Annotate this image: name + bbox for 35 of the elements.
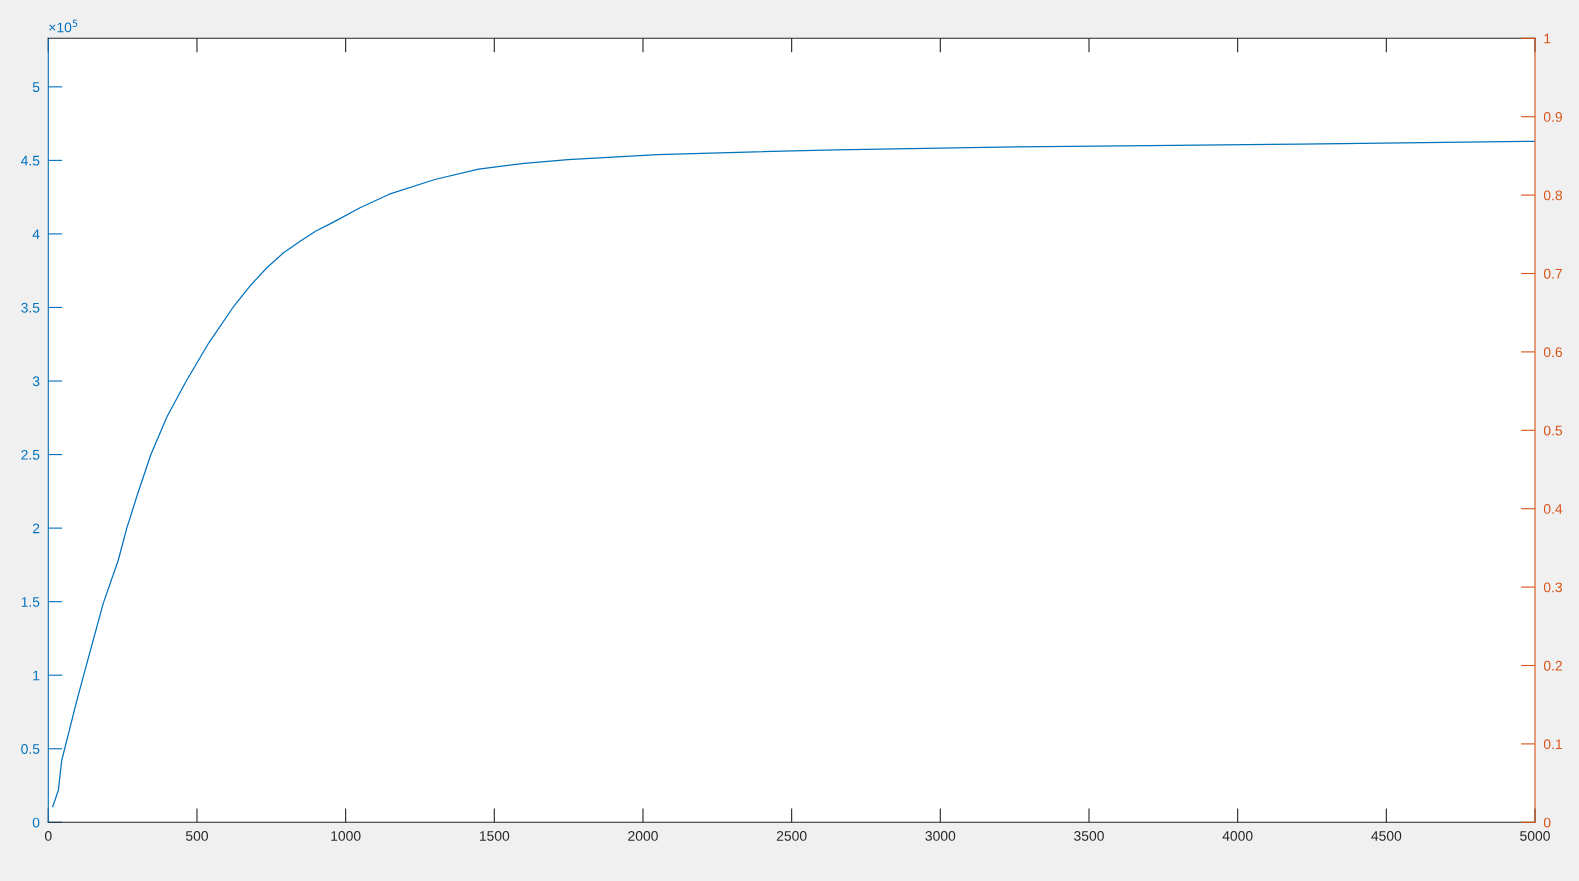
y-tick-label: 3	[32, 376, 40, 387]
x-tick-label: 0	[44, 831, 52, 841]
y2-tick-label: 0.1	[1543, 739, 1562, 750]
y-tick-label: 0	[32, 817, 40, 828]
y2-tick-label: 0.7	[1543, 268, 1562, 279]
y2-tick-label: 0.4	[1543, 504, 1563, 514]
y2-tick-label: 0.2	[1543, 660, 1562, 671]
y-tick-label: 2.5	[21, 449, 40, 460]
y2-tick-label: 0.6	[1543, 347, 1563, 358]
y-tick-label: 2	[32, 523, 40, 534]
y2-tick-label: 0.8	[1543, 190, 1563, 201]
x-tick-label: 2000	[628, 831, 658, 841]
line-series	[52, 140, 1535, 808]
x-tick-label: 3000	[925, 831, 956, 841]
text: ×10$^{5}$	[49, 19, 78, 33]
x-tick-label: 4500	[1371, 831, 1402, 841]
y2-tick-label: 0.5	[1543, 425, 1563, 436]
y-tick-label: 1.5	[21, 597, 40, 607]
y2-tick-label: 1	[1544, 33, 1551, 44]
x-tick-label: 1500	[479, 831, 510, 841]
y-tick-label: 5	[32, 82, 40, 93]
x-tick-label: 2500	[776, 831, 807, 841]
y2-tick-label: 0.9	[1543, 112, 1562, 122]
x-tick-label: 5000	[1520, 831, 1550, 841]
x-tick-label: 3500	[1074, 831, 1104, 841]
y-tick-label: 1	[33, 670, 40, 681]
y-tick-label: 3.5	[21, 302, 40, 313]
x-tick-label: 1000	[331, 831, 361, 841]
y2-tick-label: 0	[1543, 817, 1551, 828]
y-tick-label: 4.5	[20, 155, 40, 166]
y2-tick-label: 0.3	[1543, 582, 1563, 593]
y-tick-label: 0.5	[21, 744, 40, 754]
x-tick-label: 4000	[1222, 831, 1253, 841]
y-tick-label: 4	[32, 229, 40, 239]
x-tick-label: 500	[185, 831, 209, 841]
